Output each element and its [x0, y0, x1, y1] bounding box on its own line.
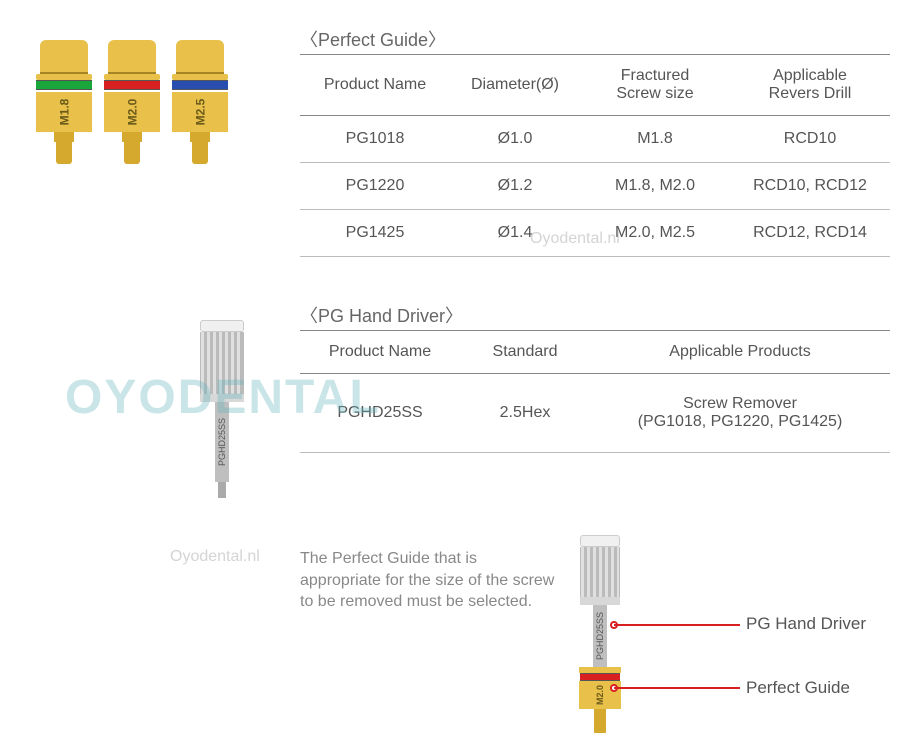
table-row: PGHD25SS 2.5Hex Screw Remover (PG1018, P… [300, 374, 890, 453]
pg-td: PG1425 [300, 210, 450, 257]
assembly-pg-label: M2.0 [595, 685, 605, 705]
watermark-main: OYODENTAL [65, 370, 381, 425]
hd-table-header-row: Product Name Standard Applicable Product… [300, 331, 890, 374]
watermark-small: Oyodental.nl [170, 548, 260, 566]
pg-td: RCD10 [730, 116, 890, 163]
guide-label: M1.8 [57, 99, 71, 126]
pg-td: PG1220 [300, 163, 450, 210]
perfect-guide-illustration: M1.8 M2.0 M2.5 [35, 40, 245, 210]
hd-td: Screw Remover (PG1018, PG1220, PG1425) [590, 374, 890, 453]
driver-shaft-label: PGHD25SS [217, 418, 227, 466]
pg-th: Fractured Screw size [580, 55, 730, 116]
assembly-band [580, 673, 620, 681]
hand-driver-title: 〈PG Hand Driver〉 [300, 302, 463, 328]
callout-line [614, 687, 740, 689]
pg-td: Ø1.2 [450, 163, 580, 210]
pg-td: M1.8, M2.0 [580, 163, 730, 210]
hd-th: Applicable Products [590, 331, 890, 374]
perfect-guide-table: Product Name Diameter(Ø) Fractured Screw… [300, 54, 890, 257]
guide-m25: M2.5 [171, 40, 229, 190]
callout-perfect-guide: Perfect Guide [746, 678, 850, 698]
pg-td: M1.8 [580, 116, 730, 163]
guide-band [104, 80, 160, 90]
table-row: PG1018 Ø1.0 M1.8 RCD10 [300, 116, 890, 163]
description-text: The Perfect Guide that is appropriate fo… [300, 548, 560, 613]
pg-td: PG1018 [300, 116, 450, 163]
callout-line [614, 624, 740, 626]
callout-hand-driver: PG Hand Driver [746, 614, 866, 634]
perfect-guide-title: 〈Perfect Guide〉 [300, 26, 446, 52]
watermark-small: Oyodental.nl [530, 230, 620, 248]
pg-th: Applicable Revers Drill [730, 55, 890, 116]
guide-band [36, 80, 92, 90]
guide-label: M2.0 [125, 99, 139, 126]
hd-th: Product Name [300, 331, 460, 374]
guide-band [172, 80, 228, 90]
pg-table-header-row: Product Name Diameter(Ø) Fractured Screw… [300, 55, 890, 116]
guide-label: M2.5 [193, 99, 207, 126]
guide-m20: M2.0 [103, 40, 161, 190]
pg-th: Product Name [300, 55, 450, 116]
pg-th: Diameter(Ø) [450, 55, 580, 116]
pg-td: RCD10, RCD12 [730, 163, 890, 210]
pg-td: RCD12, RCD14 [730, 210, 890, 257]
table-row: PG1220 Ø1.2 M1.8, M2.0 RCD10, RCD12 [300, 163, 890, 210]
hand-driver-table: Product Name Standard Applicable Product… [300, 330, 890, 453]
assembly-illustration: PGHD25SS M2.0 [570, 535, 630, 733]
pg-td: Ø1.0 [450, 116, 580, 163]
hd-th: Standard [460, 331, 590, 374]
assembly-shaft-label: PGHD25SS [595, 612, 605, 660]
guide-m18: M1.8 [35, 40, 93, 190]
hd-td: 2.5Hex [460, 374, 590, 453]
